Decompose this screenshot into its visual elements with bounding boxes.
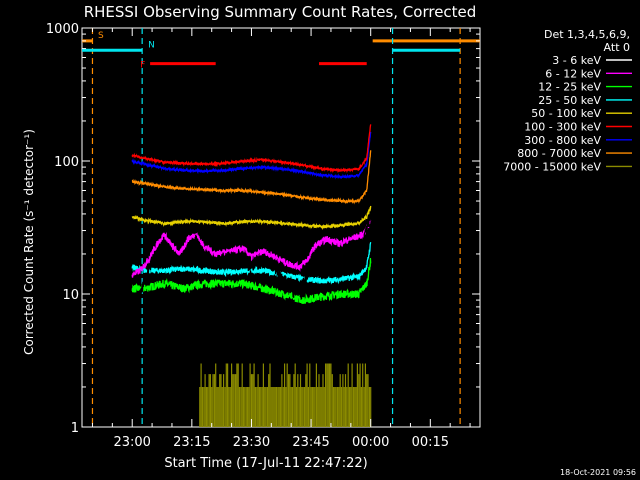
series-line	[131, 131, 372, 180]
series-line	[199, 363, 372, 427]
legend-label: 7000 - 15000 keV	[503, 160, 601, 173]
x-tick-label: 00:15	[412, 435, 449, 450]
series-line	[131, 124, 372, 174]
x-tick-label: 23:15	[173, 435, 210, 450]
x-tick-label: 00:00	[352, 435, 389, 450]
legend-label: 12 - 25 keV	[538, 81, 601, 94]
footer-date: 18-Oct-2021 09:56	[560, 468, 636, 477]
y-tick-label: 100	[54, 155, 79, 170]
flag-label: S	[98, 31, 104, 41]
plot-frame	[81, 27, 481, 428]
y-tick-label: 1000	[46, 22, 79, 37]
y-tick-label: 10	[62, 288, 79, 303]
flag-label: F	[140, 61, 145, 71]
y-axis-label: Corrected Count Rate (s⁻¹ detector⁻¹)	[22, 129, 36, 355]
legend-label: 3 - 6 keV	[552, 54, 601, 67]
y-axis: 1 10 100 1000	[46, 22, 480, 436]
series-line	[131, 150, 372, 205]
series-line	[131, 242, 372, 285]
x-axis-label: Start Time (17-Jul-11 22:47:22)	[164, 456, 367, 471]
legend-header: Det 1,3,4,5,6,9,	[544, 28, 630, 41]
legend-label: 800 - 7000 keV	[517, 147, 601, 160]
series-line	[131, 257, 372, 304]
attenuator-flags: S N F	[82, 28, 480, 427]
x-axis: 23:00 23:15 23:30 23:45 00:00 00:15	[91, 28, 471, 450]
chart-title: RHESSI Observing Summary Count Rates, Co…	[84, 3, 477, 21]
x-tick-label: 23:00	[113, 435, 150, 450]
legend-label: 300 - 800 keV	[524, 134, 601, 147]
x-tick-label: 23:30	[233, 435, 270, 450]
flag-label: N	[148, 40, 155, 50]
x-tick-label: 23:45	[292, 435, 329, 450]
legend-label: 50 - 100 keV	[531, 107, 601, 120]
series-line	[131, 205, 372, 230]
series-line	[131, 217, 372, 278]
series-lines	[131, 124, 372, 427]
legend-label: 25 - 50 keV	[538, 94, 601, 107]
series-line	[131, 208, 372, 319]
y-tick-label: 1	[71, 421, 79, 436]
legend-header: Att 0	[604, 41, 630, 54]
legend-label: 6 - 12 keV	[545, 67, 601, 80]
legend-label: 100 - 300 keV	[524, 121, 601, 134]
